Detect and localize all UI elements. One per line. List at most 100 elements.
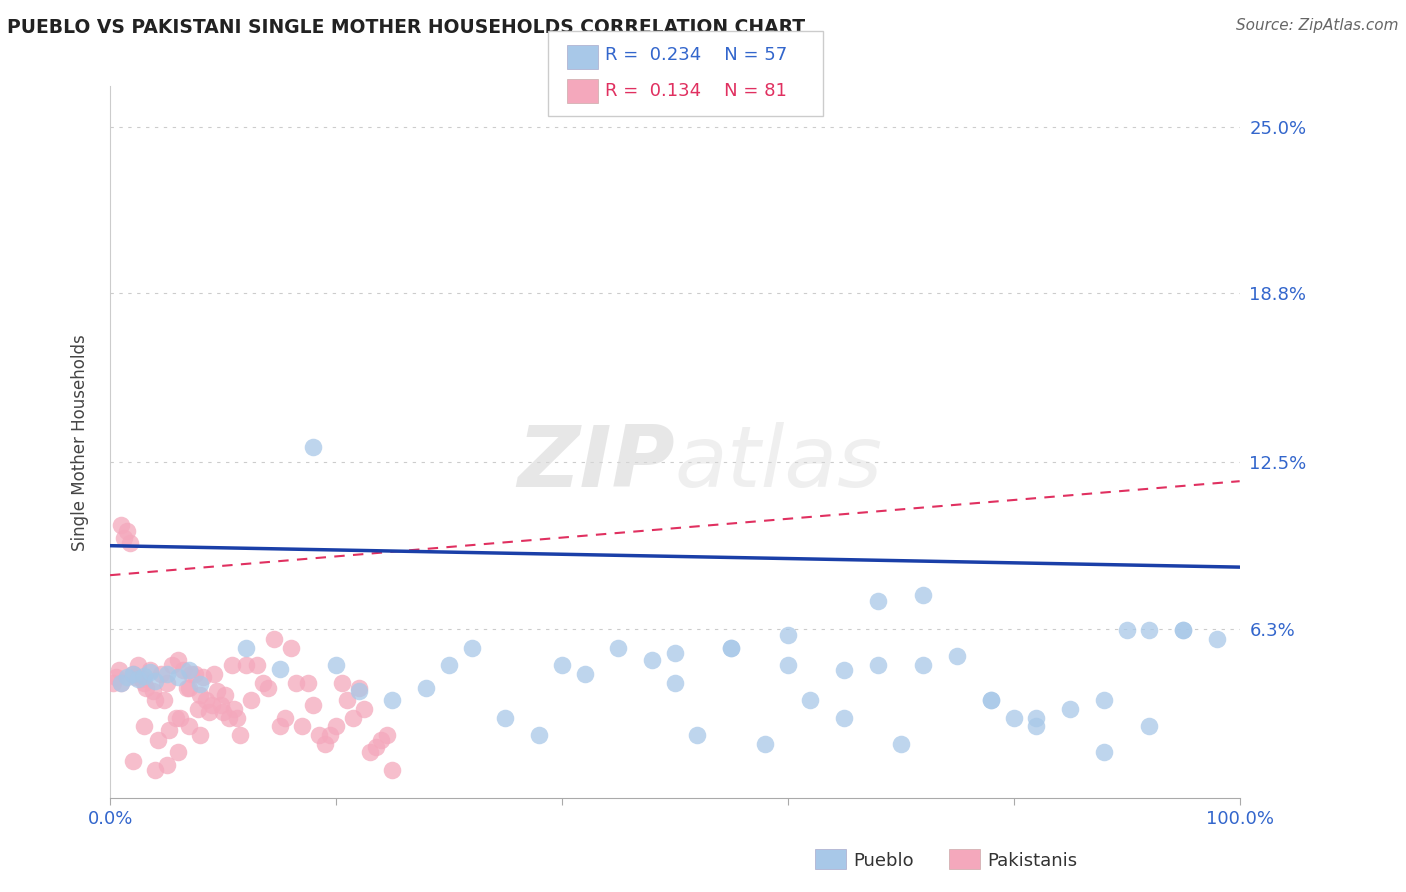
Text: R =  0.134    N = 81: R = 0.134 N = 81 bbox=[605, 82, 786, 100]
Point bbox=[325, 536, 347, 550]
Point bbox=[776, 536, 799, 550]
Point bbox=[1173, 482, 1195, 496]
Point bbox=[776, 491, 799, 505]
Point bbox=[325, 630, 347, 644]
Point bbox=[664, 563, 686, 577]
Point bbox=[127, 536, 149, 550]
Point bbox=[138, 544, 160, 558]
Point bbox=[269, 541, 291, 556]
Point bbox=[138, 547, 160, 561]
Point bbox=[179, 630, 201, 644]
Text: R =  0.234    N = 57: R = 0.234 N = 57 bbox=[605, 46, 787, 64]
Point bbox=[235, 509, 257, 524]
Point bbox=[169, 616, 191, 631]
Point bbox=[330, 563, 353, 577]
Point bbox=[946, 523, 969, 537]
Point bbox=[754, 657, 776, 671]
Point bbox=[110, 563, 132, 577]
Point bbox=[834, 616, 856, 631]
Point bbox=[1173, 482, 1195, 496]
Point bbox=[120, 348, 142, 362]
Point bbox=[912, 428, 935, 442]
Text: Pakistanis: Pakistanis bbox=[987, 852, 1077, 870]
Point bbox=[494, 616, 516, 631]
Point bbox=[115, 329, 138, 343]
Text: Source: ZipAtlas.com: Source: ZipAtlas.com bbox=[1236, 18, 1399, 33]
Point bbox=[285, 563, 308, 577]
Point bbox=[529, 643, 551, 657]
Text: PUEBLO VS PAKISTANI SINGLE MOTHER HOUSEHOLDS CORRELATION CHART: PUEBLO VS PAKISTANI SINGLE MOTHER HOUSEH… bbox=[7, 18, 806, 37]
Point bbox=[890, 657, 912, 671]
Point bbox=[1059, 603, 1081, 617]
Point bbox=[664, 517, 686, 532]
Point bbox=[437, 536, 460, 550]
Point bbox=[342, 616, 364, 631]
Point bbox=[115, 555, 138, 569]
Point bbox=[132, 563, 155, 577]
Point bbox=[225, 616, 247, 631]
Point bbox=[460, 509, 482, 524]
Point bbox=[187, 603, 209, 617]
Point bbox=[146, 651, 169, 665]
Point bbox=[720, 509, 742, 524]
Point bbox=[218, 616, 240, 631]
Point bbox=[370, 651, 392, 665]
Point bbox=[153, 590, 176, 604]
Point bbox=[1115, 482, 1137, 496]
Point bbox=[214, 582, 236, 596]
Point bbox=[274, 616, 297, 631]
Point bbox=[143, 697, 166, 711]
Point bbox=[142, 576, 165, 591]
Point bbox=[574, 549, 596, 564]
Point bbox=[124, 555, 146, 569]
Point bbox=[1092, 670, 1115, 684]
Point bbox=[121, 683, 143, 698]
Point bbox=[224, 603, 246, 617]
Point bbox=[1025, 616, 1047, 631]
Point bbox=[131, 558, 153, 572]
Point bbox=[302, 598, 325, 612]
Point bbox=[143, 590, 166, 604]
Point bbox=[912, 536, 935, 550]
Point bbox=[381, 697, 404, 711]
Point bbox=[1137, 482, 1160, 496]
Point bbox=[149, 549, 172, 564]
Point bbox=[1206, 496, 1229, 510]
Point bbox=[980, 590, 1002, 604]
Point bbox=[235, 536, 257, 550]
Point bbox=[155, 549, 177, 564]
Point bbox=[319, 643, 342, 657]
Point bbox=[291, 630, 314, 644]
Point bbox=[607, 509, 630, 524]
Point bbox=[110, 321, 132, 335]
Point bbox=[195, 590, 218, 604]
Point bbox=[108, 544, 131, 558]
Point bbox=[252, 563, 274, 577]
Point bbox=[280, 509, 302, 524]
Point bbox=[173, 544, 195, 558]
Point bbox=[297, 563, 319, 577]
Point bbox=[347, 576, 370, 591]
Point bbox=[110, 563, 132, 577]
Point bbox=[190, 566, 212, 580]
Point bbox=[314, 657, 336, 671]
Point bbox=[415, 571, 437, 585]
Point bbox=[980, 590, 1002, 604]
Point bbox=[229, 643, 252, 657]
Point bbox=[359, 670, 381, 684]
Point bbox=[269, 630, 291, 644]
Point bbox=[184, 549, 207, 564]
Point bbox=[302, 200, 325, 214]
Point bbox=[190, 582, 212, 596]
Text: ZIP: ZIP bbox=[517, 422, 675, 505]
Point bbox=[155, 563, 177, 577]
Point bbox=[202, 549, 225, 564]
Point bbox=[191, 555, 214, 569]
Point bbox=[155, 689, 177, 703]
Point bbox=[132, 552, 155, 566]
Point bbox=[112, 340, 135, 354]
Point bbox=[551, 536, 574, 550]
Point bbox=[347, 571, 370, 585]
Point bbox=[1002, 616, 1025, 631]
Point bbox=[834, 544, 856, 558]
